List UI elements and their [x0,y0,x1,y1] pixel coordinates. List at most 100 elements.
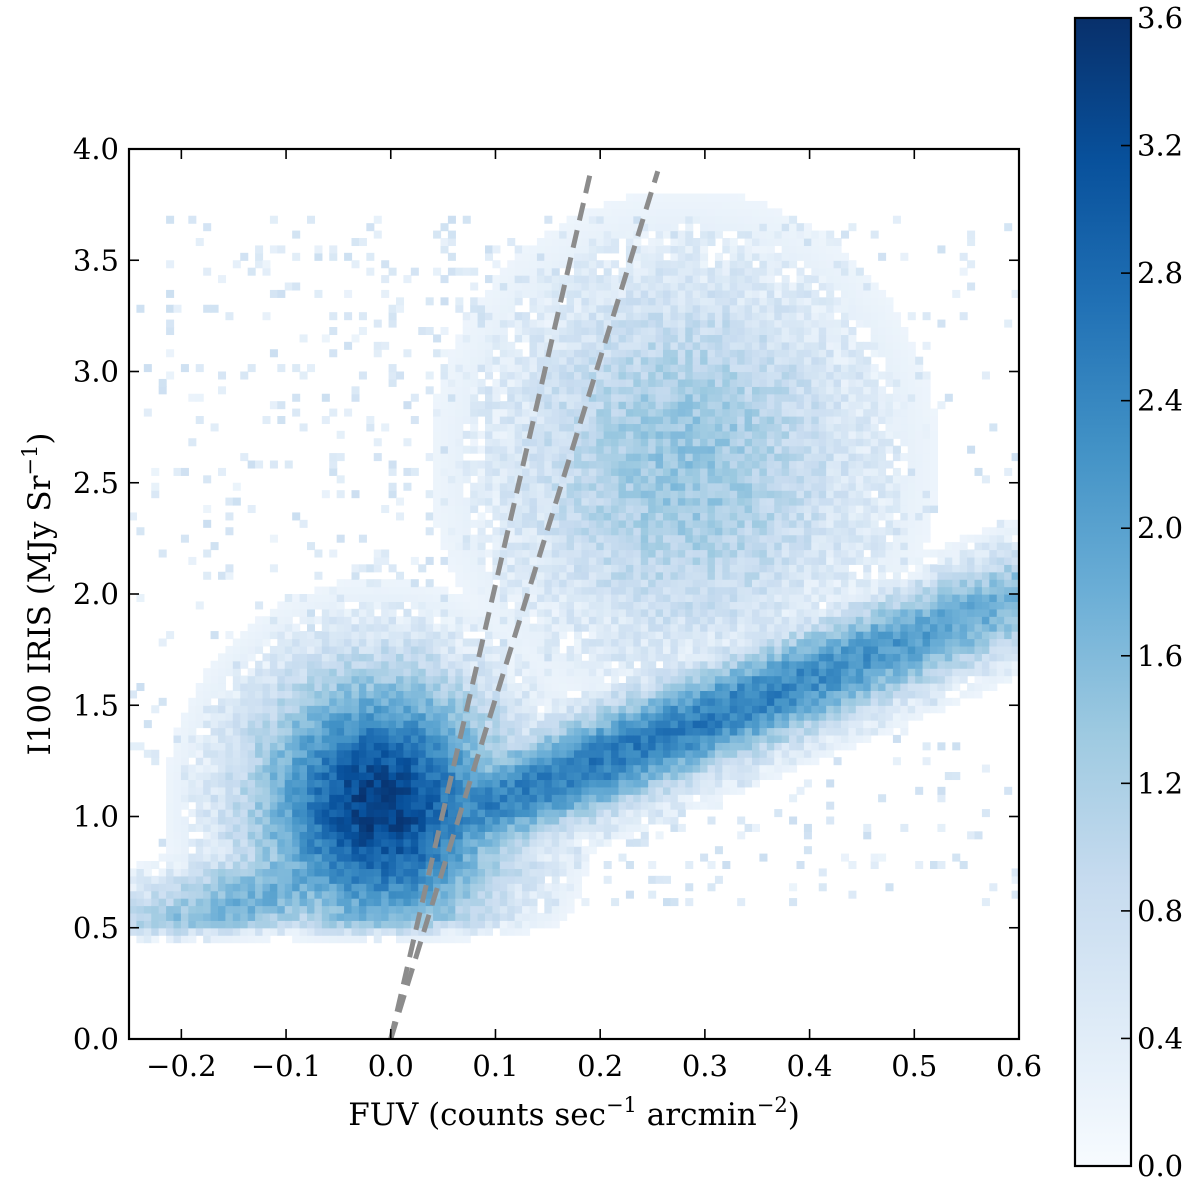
heatmap-cell [203,846,212,855]
heatmap-cell [188,727,197,736]
heatmap-cell [180,794,189,803]
heatmap-cell [240,675,249,684]
heatmap-cell [574,831,583,840]
heatmap-cell [210,912,219,921]
heatmap-cell [507,393,516,402]
heatmap-cell [581,898,590,907]
heatmap-cell [566,416,575,425]
heatmap-cell [566,512,575,521]
heatmap-cell [314,571,323,580]
heatmap-cell [670,438,679,447]
heatmap-cell [507,423,516,432]
heatmap-cell [663,312,672,321]
heatmap-cell [492,757,501,766]
heatmap-cell [321,705,330,714]
heatmap-cell [232,675,241,684]
heatmap-cell [544,920,553,929]
heatmap-cell [314,601,323,610]
heatmap-cell [685,623,694,632]
heatmap-cell [477,831,486,840]
heatmap-cell [410,764,419,773]
heatmap-cell [388,927,397,936]
heatmap-cell [381,883,390,892]
heatmap-cell [596,586,605,595]
heatmap-cell [292,890,301,899]
heatmap-cell [225,668,234,677]
heatmap-cell [640,571,649,580]
heatmap-cell [536,853,545,862]
heatmap-cell [566,423,575,432]
heatmap-cell [447,720,456,729]
heatmap-cell [477,883,486,892]
heatmap-cell [544,608,553,617]
heatmap-cell [373,453,382,462]
heatmap-cell [640,460,649,469]
heatmap-cell [633,319,642,328]
heatmap-cell [663,482,672,491]
heatmap-cell [455,846,464,855]
heatmap-cell [700,594,709,603]
heatmap-cell [440,660,449,669]
heatmap-cell [507,519,516,528]
heatmap-cell [477,920,486,929]
heatmap-cell [551,512,560,521]
heatmap-cell [499,749,508,758]
heatmap-cell [625,742,634,751]
heatmap-cell [470,408,479,417]
heatmap-cell [655,312,664,321]
heatmap-cell [633,438,642,447]
heatmap-cell [218,764,227,773]
heatmap-cell [685,319,694,328]
heatmap-cell [544,601,553,610]
heatmap-cell [485,586,494,595]
heatmap-cell [262,912,271,921]
heatmap-cell [507,364,516,373]
heatmap-cell [700,631,709,640]
heatmap-cell [299,334,308,343]
heatmap-cell [321,905,330,914]
heatmap-cell [640,534,649,543]
heatmap-cell [685,542,694,551]
heatmap-cell [292,645,301,654]
heatmap-cell [470,601,479,610]
heatmap-cell [314,927,323,936]
heatmap-cell [462,549,471,558]
heatmap-cell [455,631,464,640]
heatmap-cell [574,445,583,454]
heatmap-cell [581,734,590,743]
heatmap-cell [203,875,212,884]
heatmap-cell [522,720,531,729]
heatmap-cell [247,705,256,714]
heatmap-cell [618,772,627,781]
heatmap-cell [225,571,234,580]
heatmap-cell [151,905,160,914]
heatmap-cell [529,734,538,743]
heatmap-cell [692,764,701,773]
heatmap-cell [492,401,501,410]
heatmap-cell [499,838,508,847]
heatmap-cell [314,668,323,677]
heatmap-cell [574,571,583,580]
heatmap-cell [462,779,471,788]
heatmap-cell [470,378,479,387]
heatmap-cell [536,579,545,588]
heatmap-cell [648,364,657,373]
heatmap-cell [381,920,390,929]
heatmap-cell [618,371,627,380]
heatmap-cell [418,846,427,855]
heatmap-cell [455,297,464,306]
heatmap-cell [329,801,338,810]
heatmap-cell [670,401,679,410]
heatmap-cell [403,482,412,491]
heatmap-cell [544,356,553,365]
heatmap-cell [373,623,382,632]
heatmap-cell [603,527,612,536]
heatmap-cell [499,660,508,669]
heatmap-cell [536,564,545,573]
heatmap-cell [329,712,338,721]
heatmap-cell [433,660,442,669]
heatmap-cell [663,408,672,417]
heatmap-cell [529,327,538,336]
heatmap-cell [329,645,338,654]
heatmap-cell [588,742,597,751]
